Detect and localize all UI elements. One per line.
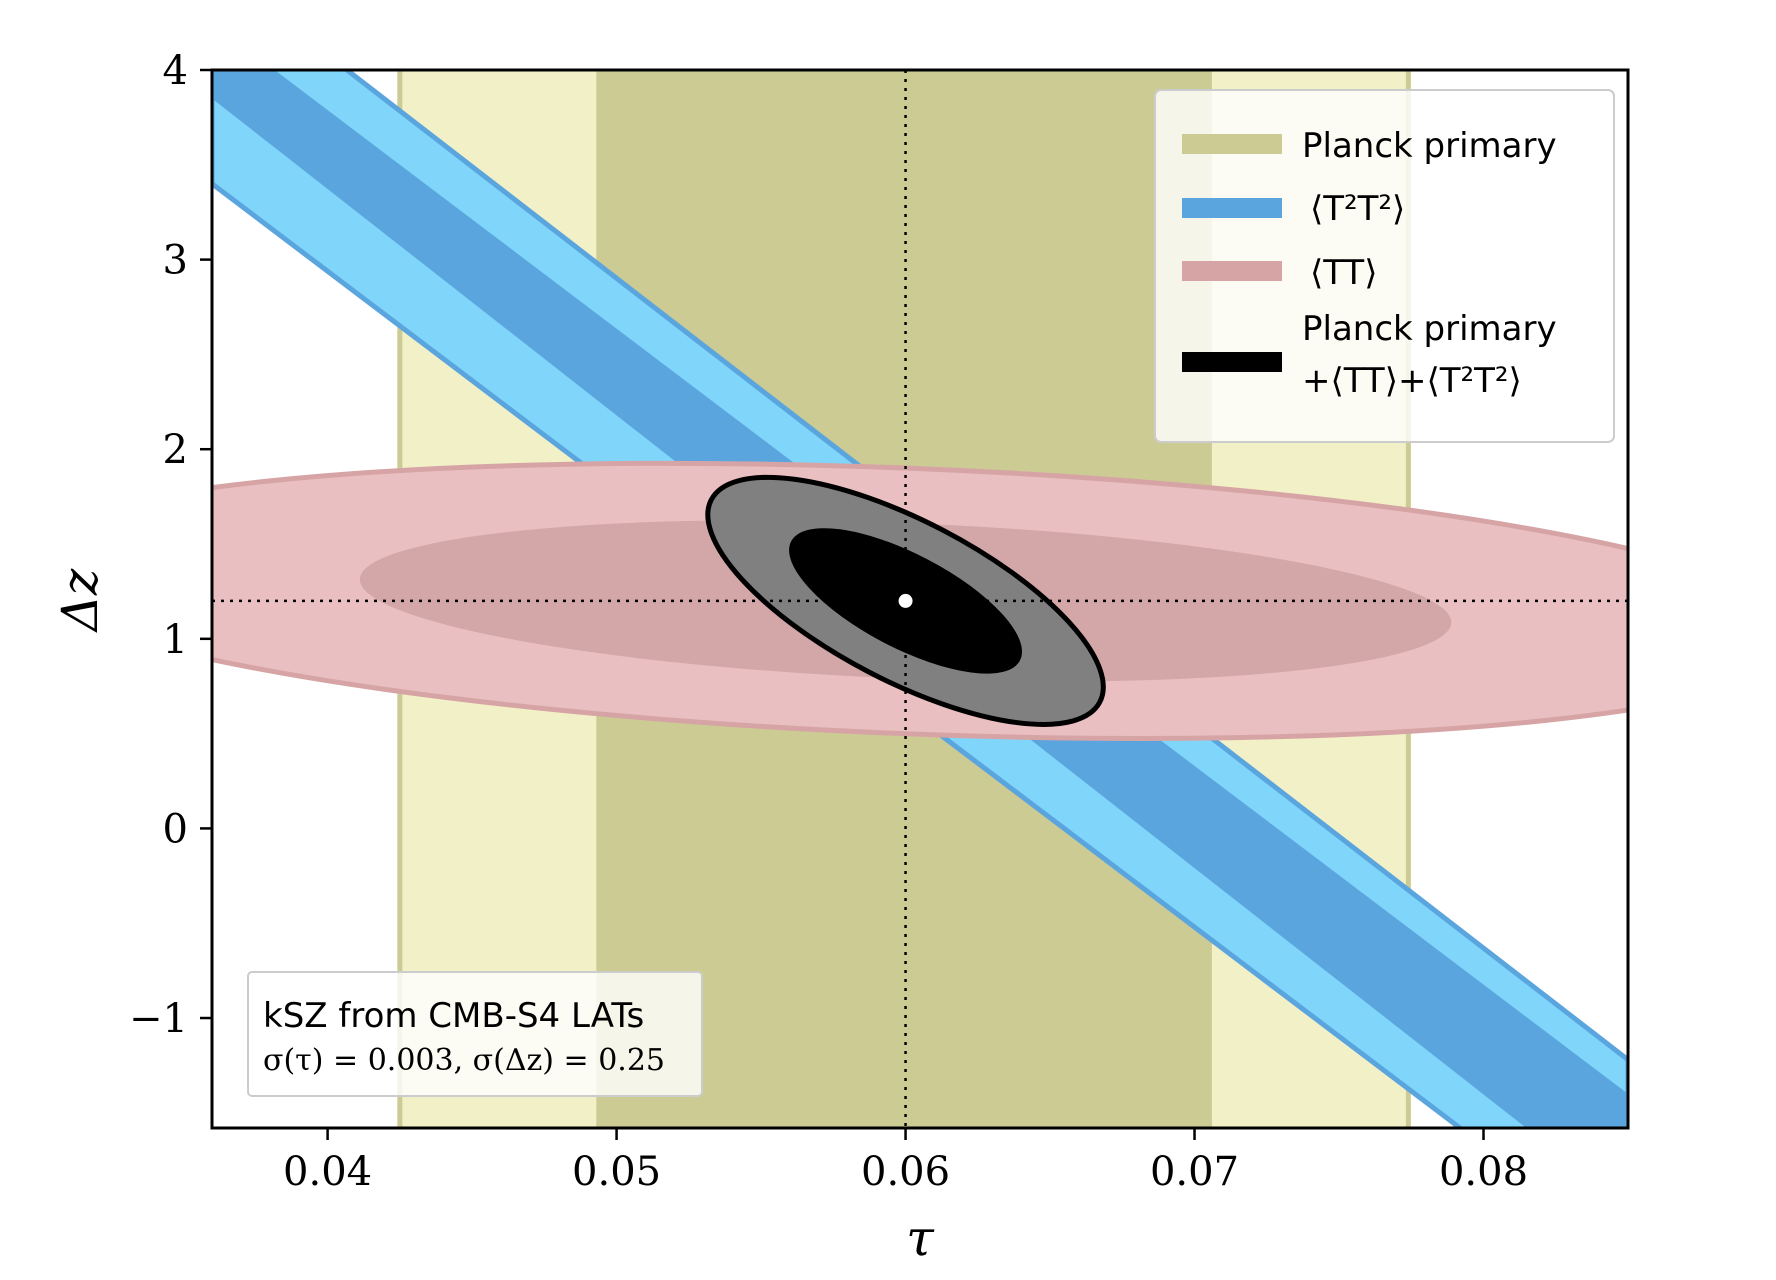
axis-ticks: 0.04 0.05 0.06 0.07 0.08 −1 0 1 2 3 4 [129,48,1528,1195]
legend-swatch-combined [1182,352,1282,372]
plot-frame [210,68,1630,1130]
fiducial-lines [212,70,1628,1128]
annotation-box: kSZ from CMB-S4 LATs σ(τ) = 0.003, σ(Δz)… [247,971,703,1097]
y-tick-label: 4 [163,48,188,94]
x-tick-label: 0.04 [283,1149,372,1195]
legend-label-combined-line2: +⟨TT⟩+⟨T²T²⟩ [1302,361,1522,401]
legend-label-t2t2: ⟨T²T²⟩ [1310,189,1405,229]
x-axis-title: τ [906,1209,935,1267]
annotation-line1: kSZ from CMB-S4 LATs [263,996,644,1036]
y-tick-label: 1 [163,617,188,663]
legend: Planck primary ⟨T²T²⟩ ⟨TT⟩ Planck primar… [1154,89,1615,443]
x-tick-label: 0.05 [572,1149,661,1195]
legend-swatch-tt [1182,261,1282,281]
y-axis-title: Δz [51,568,109,633]
x-tick-label: 0.08 [1439,1149,1528,1195]
legend-swatch-planck [1182,134,1282,154]
x-tick-label: 0.06 [861,1149,950,1195]
annotation-line2: σ(τ) = 0.003, σ(Δz) = 0.25 [263,1043,665,1078]
legend-label-tt: ⟨TT⟩ [1310,253,1377,293]
y-tick-label: −1 [129,996,188,1042]
legend-swatch-t2t2 [1182,198,1282,218]
x-tick-label: 0.07 [1150,1149,1239,1195]
y-tick-label: 2 [163,427,188,473]
fiducial-point [898,593,913,608]
legend-label-planck: Planck primary [1302,126,1557,166]
y-tick-label: 0 [163,806,188,852]
y-tick-label: 3 [163,238,188,284]
annotation-frame [247,971,703,1097]
legend-label-combined-line1: Planck primary [1302,309,1557,349]
